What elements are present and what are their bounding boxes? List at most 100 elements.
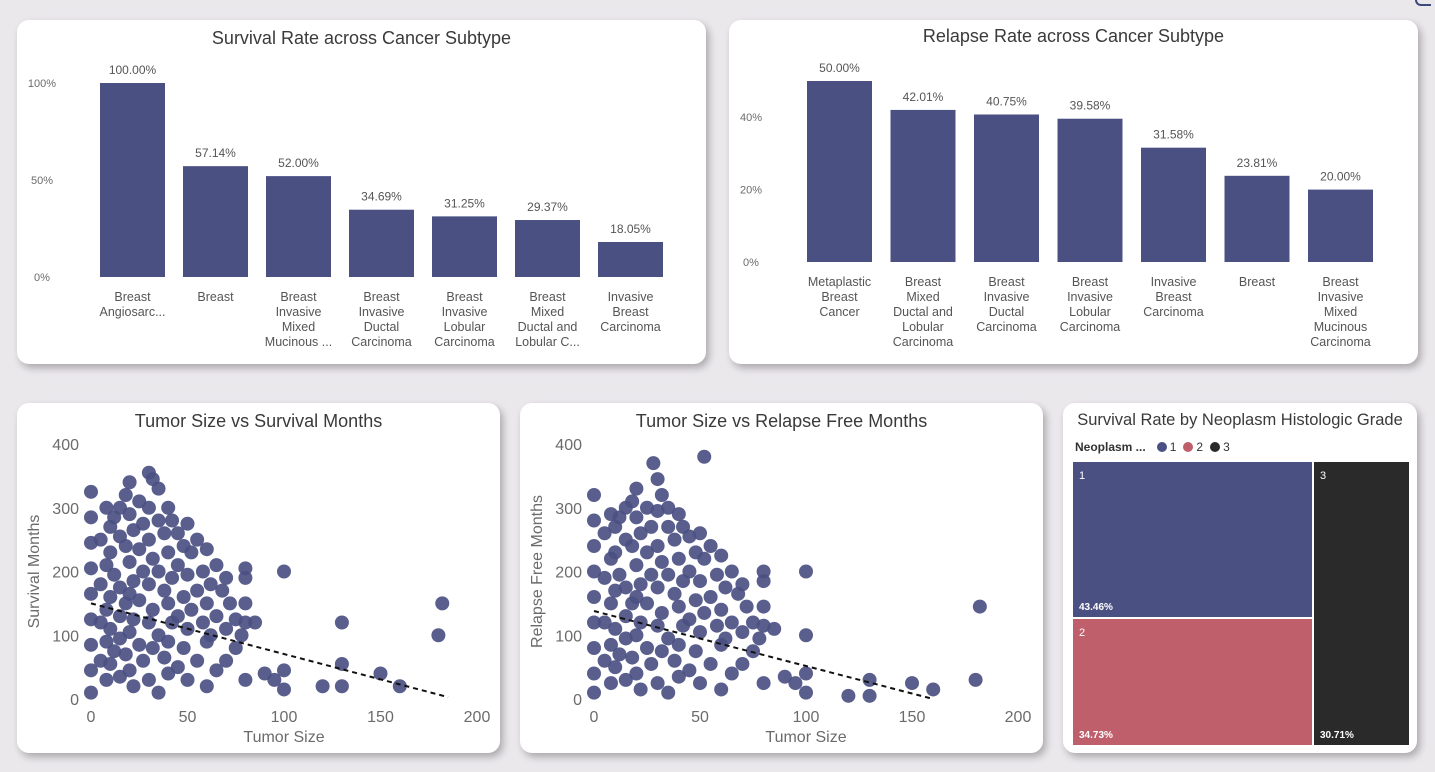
relapse-scatter-point-124[interactable]	[799, 564, 813, 579]
relapse-scatter-point-31[interactable]	[618, 672, 633, 687]
relapse-bar-6[interactable]	[1308, 189, 1373, 262]
relapse-scatter-point-120[interactable]	[756, 676, 771, 691]
relapse-scatter-point-96[interactable]	[703, 656, 718, 671]
survival-scatter-point-100[interactable]	[199, 679, 214, 694]
relapse-scatter-point-6[interactable]	[587, 641, 601, 655]
relapse-scatter-point-7[interactable]	[587, 666, 601, 681]
relapse-scatter-point-49[interactable]	[640, 641, 654, 655]
relapse-scatter-point-115[interactable]	[752, 631, 767, 646]
survival-scatter-point-106[interactable]	[215, 583, 230, 598]
survival-scatter-point-116[interactable]	[238, 596, 253, 611]
survival-scatter-point-1[interactable]	[84, 510, 98, 525]
relapse-scatter-point-111[interactable]	[735, 656, 750, 671]
survival-scatter-point-56[interactable]	[141, 577, 156, 592]
relapse-scatter-point-55[interactable]	[650, 503, 665, 518]
relapse-scatter-point-70[interactable]	[667, 586, 682, 601]
relapse-scatter-point-37[interactable]	[629, 510, 644, 525]
relapse-scatter-point-22[interactable]	[608, 660, 623, 675]
relapse-scatter-point-12[interactable]	[597, 653, 612, 668]
relapse-scatter-point-46[interactable]	[640, 500, 654, 515]
survival-scatter-point-71[interactable]	[161, 500, 176, 515]
survival-scatter-point-63[interactable]	[151, 481, 166, 496]
survival-scatter-point-29[interactable]	[112, 609, 127, 624]
survival-scatter-point-49[interactable]	[132, 637, 147, 652]
relapse-scatter-point-3[interactable]	[587, 564, 601, 579]
relapse-scatter-point-25[interactable]	[612, 647, 627, 662]
survival-scatter-point-125[interactable]	[315, 679, 330, 694]
survival-scatter-point-93[interactable]	[190, 583, 205, 598]
survival-scatter-point-51[interactable]	[136, 564, 151, 579]
corner-arrow-icon[interactable]	[1415, 0, 1431, 6]
survival-scatter-point-52[interactable]	[136, 653, 151, 668]
relapse-scatter-point-88[interactable]	[693, 574, 707, 589]
relapse-scatter-point-16[interactable]	[603, 637, 618, 652]
relapse-scatter-point-130[interactable]	[862, 688, 877, 703]
survival-scatter-point-43[interactable]	[126, 574, 141, 589]
relapse-scatter-point-134[interactable]	[972, 599, 987, 614]
relapse-scatter-point-0[interactable]	[587, 488, 601, 502]
survival-scatter-point-89[interactable]	[180, 672, 195, 687]
survival-bar-1[interactable]	[183, 166, 248, 277]
survival-bar-2[interactable]	[266, 176, 331, 277]
relapse-scatter-point-56[interactable]	[650, 539, 665, 553]
relapse-scatter-point-76[interactable]	[671, 669, 686, 684]
relapse-scatter-point-97[interactable]	[709, 567, 724, 582]
survival-scatter-point-54[interactable]	[141, 500, 156, 515]
treemap-cell-1[interactable]: 1 43.46%	[1073, 462, 1314, 619]
survival-scatter-point-48[interactable]	[132, 593, 147, 608]
relapse-scatter-point-133[interactable]	[968, 672, 983, 687]
survival-scatter-point-68[interactable]	[157, 526, 172, 541]
relapse-scatter-point-132[interactable]	[926, 682, 941, 697]
treemap-cell-3[interactable]: 3 30.71%	[1314, 462, 1409, 745]
survival-scatter-point-115[interactable]	[238, 570, 253, 585]
survival-scatter-point-13[interactable]	[99, 500, 114, 515]
relapse-scatter-point-107[interactable]	[724, 666, 739, 681]
relapse-scatter-point-40[interactable]	[629, 628, 644, 643]
survival-scatter-point-113[interactable]	[234, 628, 249, 643]
relapse-scatter-point-33[interactable]	[625, 539, 640, 553]
survival-bar-6[interactable]	[598, 241, 663, 277]
relapse-scatter-point-85[interactable]	[688, 593, 703, 608]
survival-bar-0[interactable]	[100, 83, 165, 277]
survival-scatter-point-73[interactable]	[161, 596, 176, 611]
relapse-scatter-point-21[interactable]	[608, 621, 623, 636]
survival-bar-3[interactable]	[349, 209, 414, 277]
survival-scatter-point-123[interactable]	[277, 663, 291, 678]
relapse-scatter-point-99[interactable]	[714, 548, 729, 563]
relapse-scatter-point-92[interactable]	[697, 551, 712, 566]
relapse-scatter-point-63[interactable]	[654, 644, 669, 659]
relapse-scatter-point-126[interactable]	[799, 666, 813, 681]
survival-scatter-point-84[interactable]	[176, 590, 191, 604]
survival-scatter-point-109[interactable]	[219, 653, 234, 668]
survival-scatter-point-60[interactable]	[145, 551, 160, 566]
survival-scatter-point-77[interactable]	[165, 570, 180, 585]
survival-scatter-point-4[interactable]	[84, 586, 98, 601]
relapse-scatter-point-28[interactable]	[618, 580, 633, 595]
survival-scatter-point-55[interactable]	[141, 532, 156, 547]
relapse-scatter-point-30[interactable]	[618, 631, 633, 646]
survival-scatter-point-87[interactable]	[180, 567, 195, 582]
relapse-scatter-point-38[interactable]	[629, 558, 644, 573]
relapse-scatter-point-128[interactable]	[841, 688, 856, 703]
survival-scatter-point-82[interactable]	[170, 660, 185, 675]
survival-scatter-point-107[interactable]	[219, 570, 234, 585]
survival-scatter-point-90[interactable]	[184, 545, 199, 560]
relapse-scatter-point-113[interactable]	[746, 615, 760, 630]
survival-scatter-point-86[interactable]	[180, 516, 195, 531]
relapse-scatter-point-2[interactable]	[587, 539, 601, 553]
survival-scatter-point-103[interactable]	[209, 558, 224, 573]
relapse-scatter-point-60[interactable]	[654, 488, 669, 502]
relapse-bar-0[interactable]	[807, 81, 872, 262]
survival-scatter-point-19[interactable]	[103, 545, 118, 560]
survival-scatter-point-9[interactable]	[93, 532, 108, 547]
survival-scatter-point-70[interactable]	[157, 650, 172, 665]
relapse-scatter-point-131[interactable]	[905, 676, 919, 691]
relapse-scatter-point-103[interactable]	[718, 580, 733, 595]
relapse-scatter-point-48[interactable]	[640, 596, 654, 611]
relapse-scatter-point-106[interactable]	[724, 615, 739, 630]
survival-scatter-point-81[interactable]	[170, 609, 185, 624]
relapse-scatter-point-35[interactable]	[625, 650, 640, 665]
relapse-scatter-point-64[interactable]	[661, 500, 676, 515]
legend-label-3[interactable]: 3	[1223, 440, 1230, 454]
relapse-scatter-point-53[interactable]	[646, 456, 661, 471]
